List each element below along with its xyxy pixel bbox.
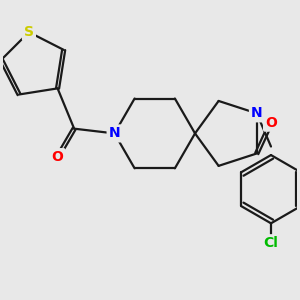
Text: Cl: Cl: [263, 236, 278, 250]
Text: N: N: [109, 126, 120, 140]
Text: N: N: [251, 106, 262, 120]
Text: O: O: [265, 116, 277, 130]
Text: S: S: [24, 25, 34, 39]
Text: O: O: [52, 150, 64, 164]
